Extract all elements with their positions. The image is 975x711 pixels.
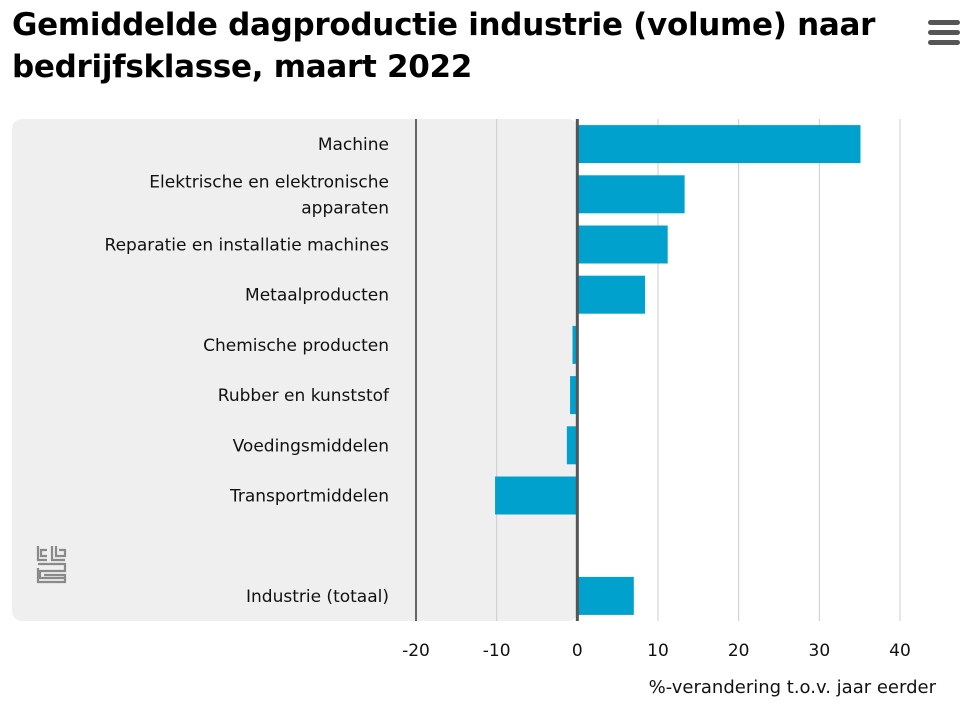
menu-line — [928, 20, 960, 25]
category-label: Machine — [318, 135, 389, 155]
bar[interactable] — [566, 426, 578, 465]
x-tick-label: 30 — [809, 641, 831, 661]
gridlines — [496, 119, 901, 621]
menu-line — [928, 30, 960, 35]
category-label: Rubber en kunststof — [218, 386, 390, 406]
bar[interactable] — [577, 175, 685, 214]
category-label: apparaten — [301, 198, 389, 218]
category-label: Reparatie en installatie machines — [105, 236, 390, 256]
bar[interactable] — [572, 325, 578, 364]
category-label: Industrie (totaal) — [246, 587, 389, 607]
x-tick-label: -10 — [483, 641, 511, 661]
menu-line — [928, 40, 960, 45]
bar[interactable] — [577, 225, 668, 264]
x-tick-label: 10 — [647, 641, 669, 661]
hamburger-menu-icon[interactable] — [928, 20, 960, 46]
cbs-logo-icon — [36, 546, 67, 584]
bar[interactable] — [577, 275, 646, 314]
x-tick-label: 20 — [728, 641, 750, 661]
category-label: Chemische producten — [203, 336, 389, 356]
category-label: Elektrische en elektronische — [149, 172, 389, 192]
x-tick-labels: -20 -10 0 10 20 30 40 — [402, 641, 911, 661]
category-label: Voedingsmiddelen — [233, 436, 389, 456]
bar[interactable] — [495, 476, 578, 515]
bar[interactable] — [577, 125, 861, 164]
bars — [495, 125, 861, 615]
bar[interactable] — [577, 576, 634, 615]
category-label: Metaalproducten — [245, 286, 389, 306]
x-axis-label: %-verandering t.o.v. jaar eerder — [649, 677, 937, 698]
chart-title: Gemiddelde dagproductie industrie (volum… — [12, 7, 876, 85]
bar[interactable] — [570, 376, 578, 415]
x-tick-label: 0 — [572, 641, 583, 661]
x-tick-label: -20 — [402, 641, 430, 661]
x-tick-label: 40 — [889, 641, 911, 661]
category-label: Transportmiddelen — [229, 487, 389, 507]
label-panel — [12, 119, 578, 621]
category-labels: Machine Elektrische en elektronische appar… — [105, 135, 390, 607]
